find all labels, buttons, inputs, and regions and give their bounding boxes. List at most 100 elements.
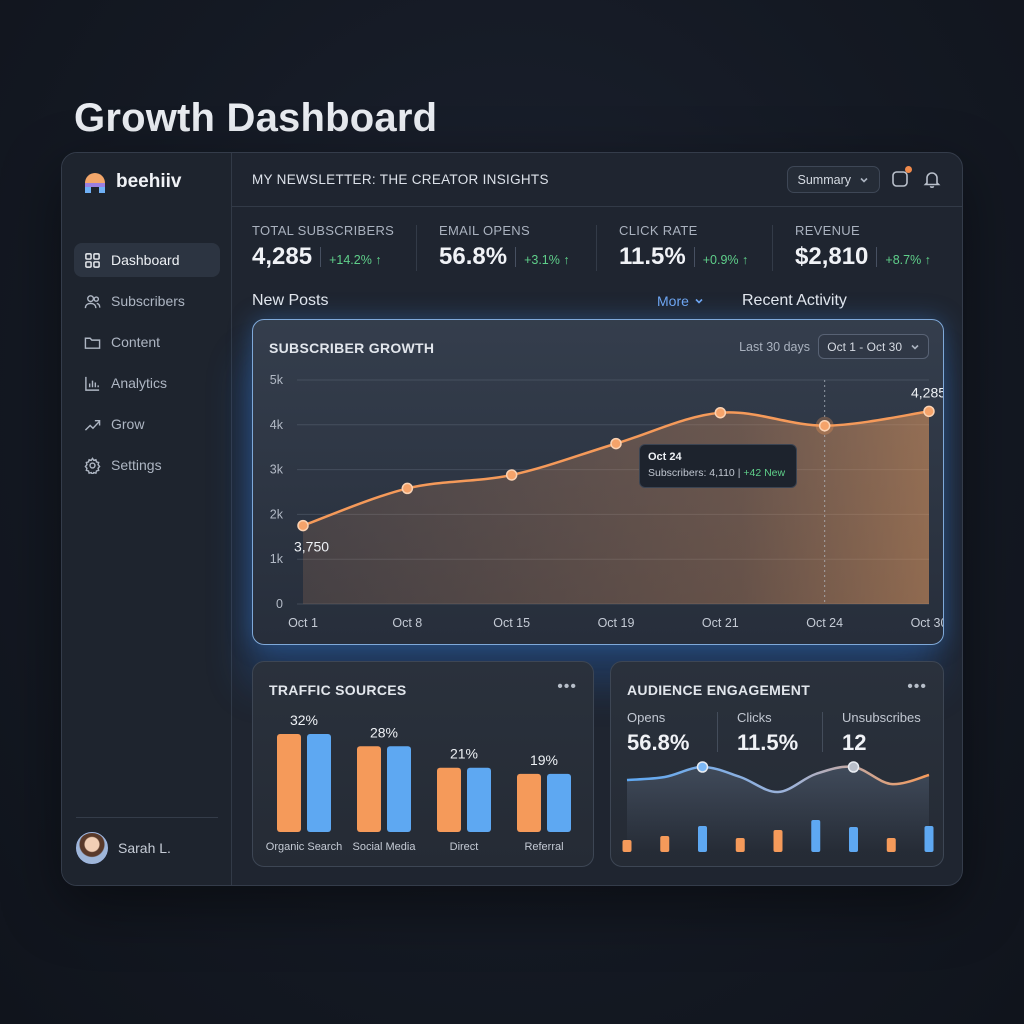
kpi-label: CLICK RATE — [619, 223, 698, 238]
engagement-stat-unsubscribes: Unsubscribes 12 — [842, 710, 921, 756]
bar — [547, 773, 571, 832]
kpi-delta: +14.2% ↑ — [329, 253, 382, 267]
bar-value-label: 32% — [290, 712, 318, 728]
x-tick-label: Oct 19 — [598, 616, 635, 630]
bar — [467, 767, 491, 832]
kpi-label: REVENUE — [795, 223, 860, 238]
traffic-sources-chart[interactable]: 32% Organic Search 28% Social Media 21% Direc… — [253, 662, 594, 867]
x-tick-label: Oct 24 — [806, 616, 843, 630]
audience-engagement-card: AUDIENCE ENGAGEMENT ••• Opens 56.8% Clic… — [610, 661, 944, 867]
kpi-divider — [596, 225, 597, 271]
x-tick-label: Oct 30 — [911, 616, 944, 630]
page-title: Growth Dashboard — [74, 96, 438, 140]
stat-label: Opens — [627, 710, 666, 725]
subscriber-growth-chart[interactable]: 0 1k 2k 3k 4k 5k Oct 1 3,750 Oct 8 Oct 15 Oct 19 Oc… — [253, 320, 944, 645]
stat-value: 56.8% — [627, 730, 690, 755]
bar-value-label: 21% — [450, 746, 478, 762]
more-options-icon[interactable]: ••• — [907, 678, 927, 695]
category-label: Social Media — [353, 841, 417, 853]
bell-button[interactable] — [922, 169, 942, 189]
grid-icon — [85, 252, 100, 268]
sidebar-item-settings[interactable]: Settings — [74, 448, 220, 482]
summary-select[interactable]: Summary — [786, 166, 880, 193]
engagement-chart[interactable] — [611, 662, 944, 867]
kpi-total-subscribers[interactable]: TOTAL SUBSCRIBERS 4,285 +14.2% ↑ — [252, 223, 394, 271]
new-posts-heading: New Posts — [252, 292, 329, 309]
kpi-value: $2,810 — [795, 243, 869, 270]
bar — [307, 734, 331, 832]
category-label: Referral — [524, 841, 563, 853]
x-tick-label: Oct 1 — [288, 616, 318, 630]
series-line — [626, 765, 930, 794]
user-name: Sarah L. — [118, 840, 171, 856]
subscriber-growth-card: 0 1k 2k 3k 4k 5k Oct 1 3,750 Oct 8 Oct 15 Oct 19 Oc… — [252, 319, 944, 645]
kpi-delta: +0.9% ↑ — [702, 253, 749, 267]
card-title: TRAFFIC SOURCES — [269, 682, 407, 698]
sidebar-item-analytics[interactable]: Analytics — [74, 366, 220, 400]
engagement-stat-opens: Opens 56.8% — [627, 710, 689, 756]
sidebar-item-label: Dashboard — [111, 252, 180, 268]
more-link[interactable]: More — [657, 293, 704, 309]
tooltip-text: Subscribers: 4,110 — [648, 467, 735, 479]
kpi-click-rate[interactable]: CLICK RATE 11.5% +0.9% ↑ — [619, 223, 748, 271]
highlight-point — [847, 761, 860, 773]
data-point — [610, 437, 622, 450]
bar — [517, 773, 541, 832]
tooltip-row: Subscribers: 4,110 | +42 New — [648, 467, 788, 479]
sidebar-item-grow[interactable]: Grow — [74, 407, 220, 441]
tooltip-date: Oct 24 — [648, 451, 682, 463]
stat-value: 11.5% — [737, 730, 799, 755]
avatar — [76, 832, 108, 864]
user-profile[interactable]: Sarah L. — [76, 817, 218, 864]
y-tick-label: 1k — [270, 552, 284, 566]
app-window: beehiiv Dashboard Subscribers Content An… — [61, 152, 963, 886]
engagement-bar — [622, 840, 632, 852]
bar-value-label: 28% — [370, 724, 398, 740]
kpi-delta: +8.7% ↑ — [885, 253, 931, 267]
beehiiv-logo-icon — [85, 173, 105, 193]
range-label: Last 30 days — [739, 340, 810, 354]
data-label: 4,285 — [911, 384, 944, 400]
engagement-bar — [811, 820, 821, 852]
notifications-square-button[interactable] — [890, 166, 912, 189]
engagement-bar — [698, 826, 707, 852]
engagement-bar — [924, 826, 934, 852]
engagement-bar — [849, 827, 858, 852]
sidebar-nav: Dashboard Subscribers Content Analytics … — [74, 243, 220, 489]
kpi-separator — [320, 247, 322, 267]
kpi-revenue[interactable]: REVENUE $2,810 +8.7% ↑ — [795, 223, 931, 271]
kpi-separator — [515, 247, 517, 267]
date-range-label: Oct 1 - Oct 30 — [827, 339, 902, 354]
kpi-separator — [876, 247, 878, 267]
sidebar-item-dashboard[interactable]: Dashboard — [74, 243, 220, 277]
kpi-value: 4,285 — [252, 243, 313, 270]
bar — [387, 746, 411, 832]
traffic-sources-card: 32% Organic Search 28% Social Media 21% Direc… — [252, 661, 594, 867]
sidebar-item-subscribers[interactable]: Subscribers — [74, 284, 220, 318]
card-title: AUDIENCE ENGAGEMENT — [627, 682, 811, 698]
square-icon — [892, 171, 908, 187]
x-tick-label: Oct 8 — [392, 616, 422, 630]
engagement-bar — [735, 838, 745, 852]
newsletter-title: MY NEWSLETTER: THE CREATOR INSIGHTS — [252, 172, 549, 187]
category-label: Direct — [450, 841, 479, 853]
kpi-email-opens[interactable]: EMAIL OPENS 56.8% +3.1% ↑ — [439, 223, 570, 271]
highlight-point — [696, 761, 709, 773]
chart-tooltip: Oct 24 Subscribers: 4,110 | +42 New — [639, 444, 797, 488]
data-point — [297, 519, 309, 532]
engagement-bar — [886, 838, 896, 852]
brand-logo[interactable]: beehiiv — [82, 169, 181, 195]
more-options-icon[interactable]: ••• — [557, 678, 577, 695]
kpi-divider — [772, 225, 773, 271]
bar — [437, 767, 461, 832]
kpi-label: EMAIL OPENS — [439, 223, 530, 238]
kpi-value: 56.8% — [439, 243, 508, 270]
bar — [277, 734, 301, 832]
date-range-select[interactable]: Oct 1 - Oct 30 — [818, 334, 929, 359]
sidebar-item-content[interactable]: Content — [74, 325, 220, 359]
bar-chart-icon — [85, 376, 100, 391]
data-point — [714, 406, 727, 419]
y-tick-label: 0 — [276, 597, 283, 611]
y-tick-label: 3k — [270, 463, 284, 477]
engagement-stat-clicks: Clicks 11.5% — [737, 710, 798, 756]
